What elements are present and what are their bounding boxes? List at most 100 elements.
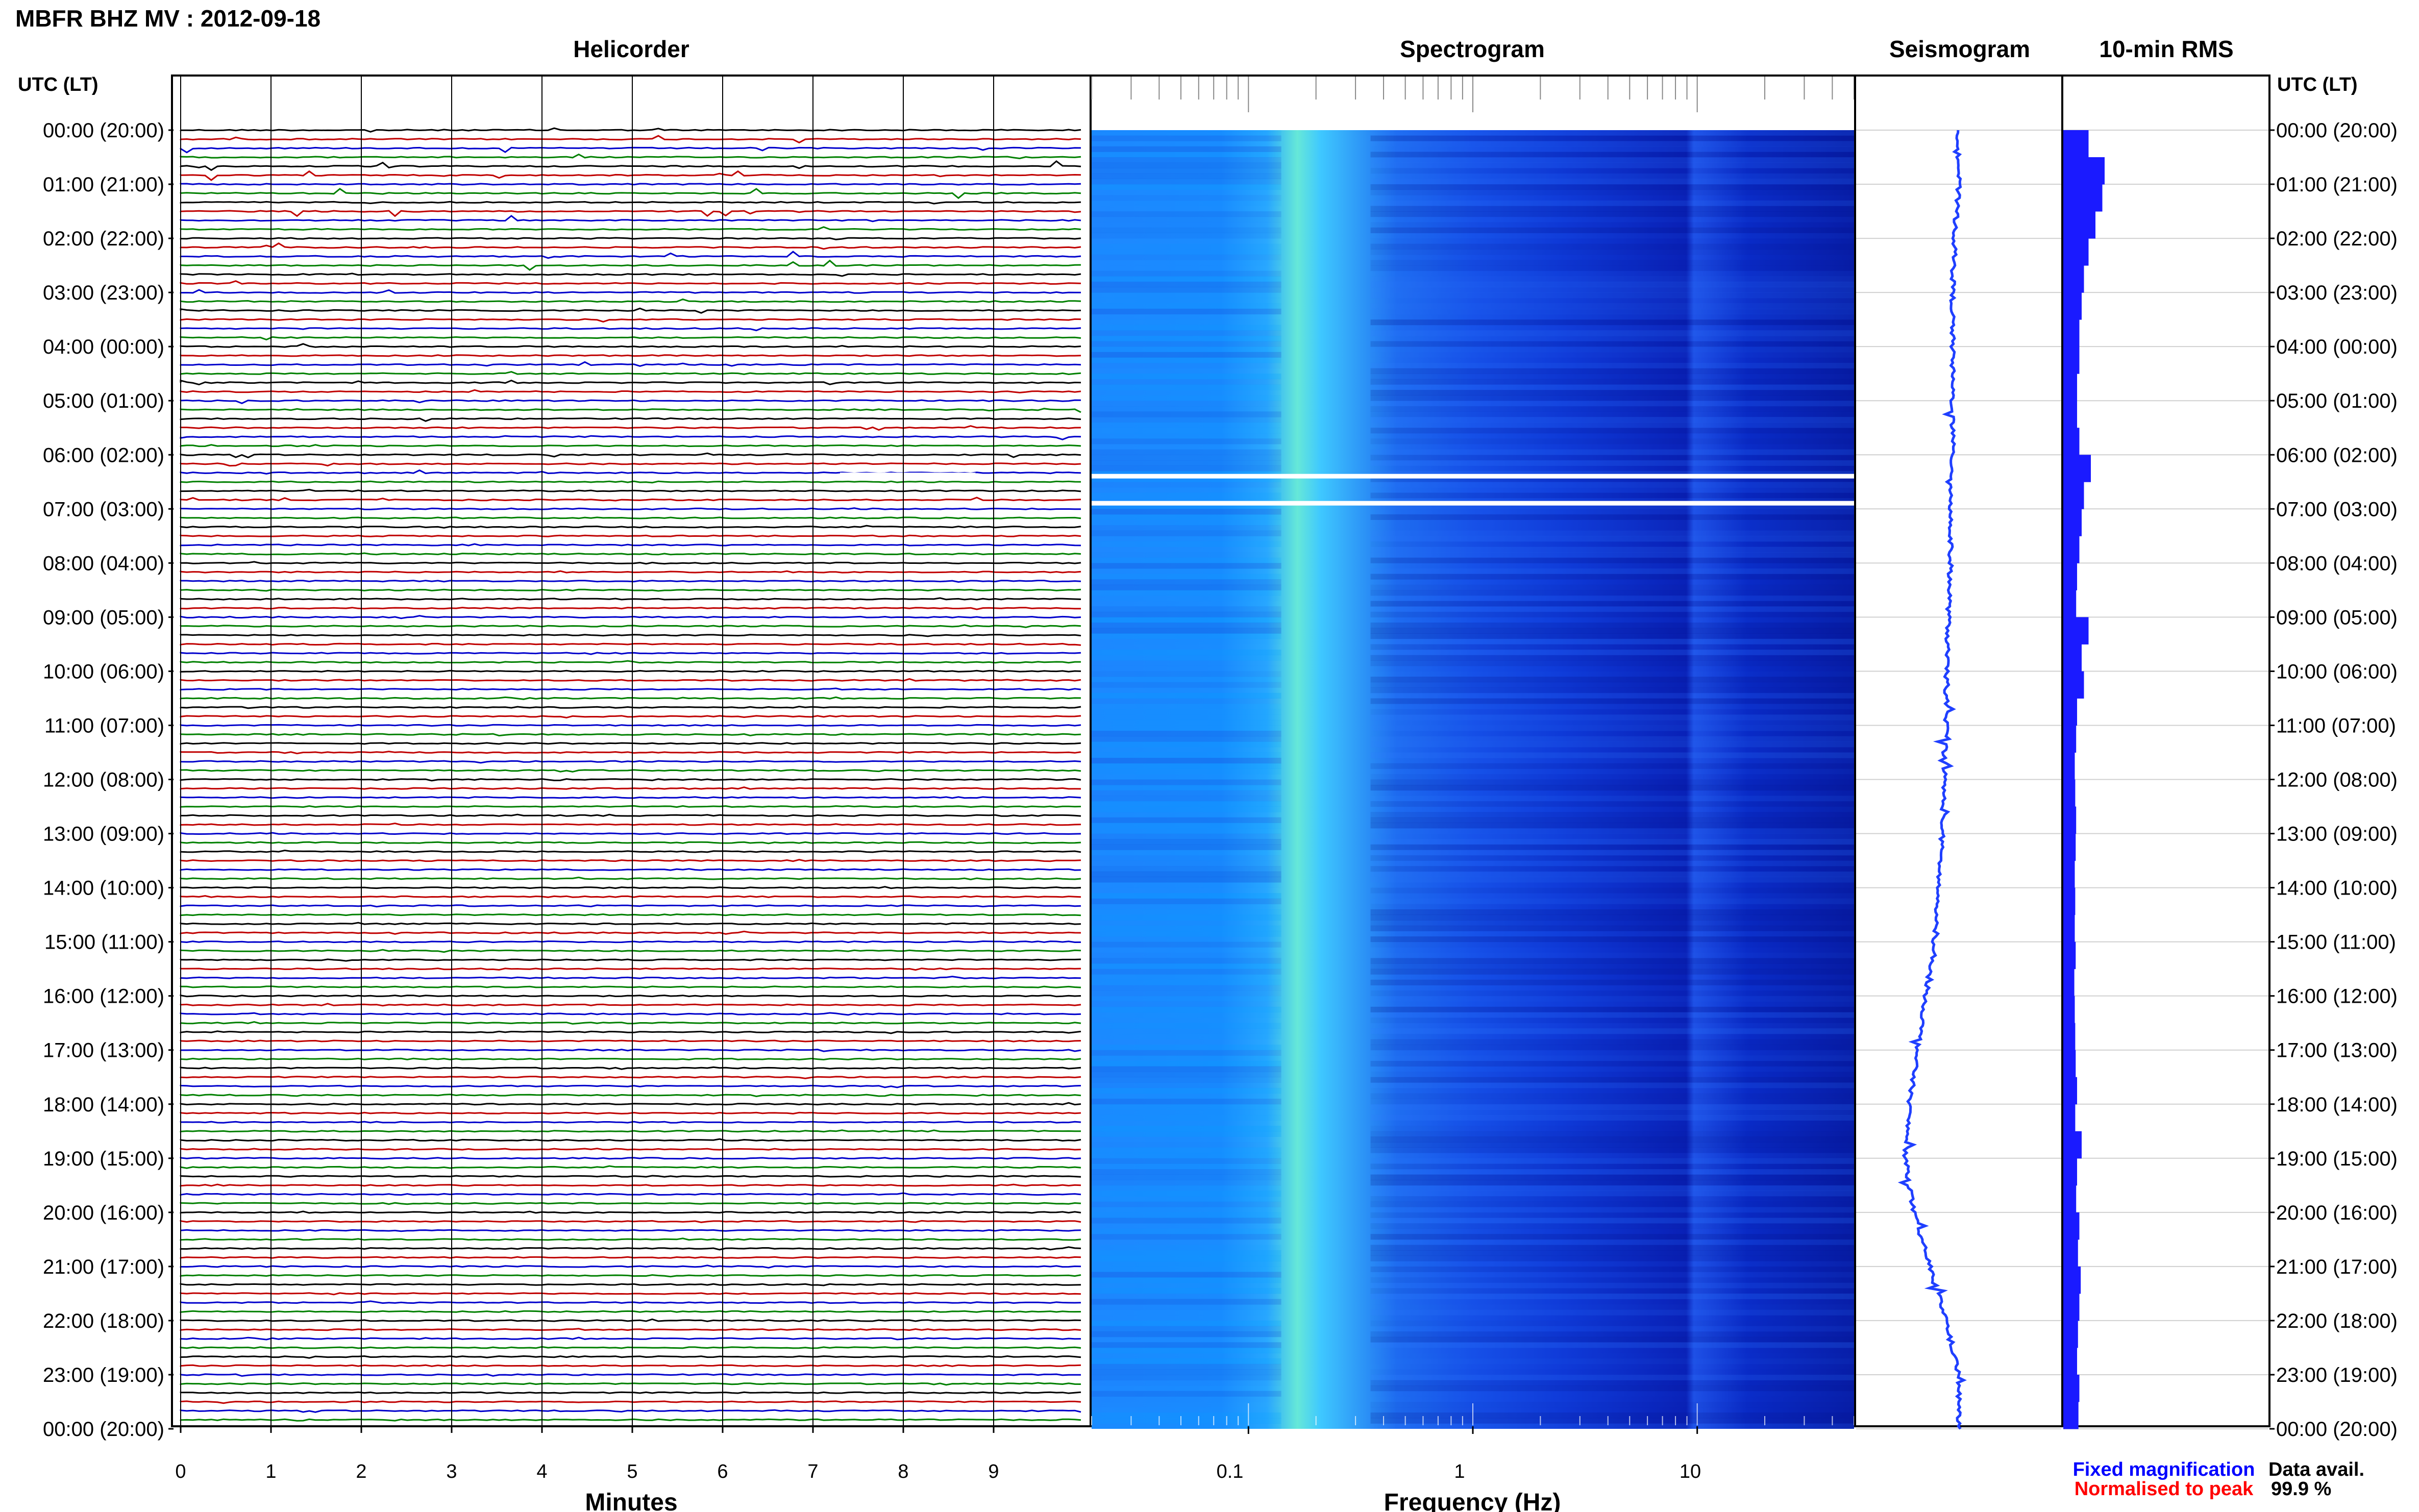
spectrogram-row-band bbox=[1370, 1336, 1854, 1343]
spectrogram-row-band bbox=[1092, 1380, 1281, 1386]
spectrogram-row-band bbox=[1370, 1077, 1854, 1083]
spectrogram-row-band bbox=[1370, 173, 1854, 179]
helicorder-trace-row bbox=[180, 1336, 1081, 1341]
spectrogram-row-band bbox=[1370, 801, 1854, 807]
helicorder-trace-row bbox=[180, 742, 1081, 745]
spectrogram-row-band bbox=[1092, 363, 1281, 368]
spectrogram-row-band bbox=[1370, 704, 1854, 710]
rms-bar bbox=[2063, 455, 2091, 482]
helicorder-trace-row bbox=[180, 687, 1081, 691]
helicorder-trace-row bbox=[180, 1210, 1081, 1214]
spectrogram-row-band bbox=[1092, 823, 1281, 829]
spectrogram-row-band bbox=[1370, 779, 1854, 785]
spectrogram-row-band bbox=[1092, 411, 1281, 417]
helicorder-trace-row bbox=[180, 480, 1081, 484]
legend-fixed-magnification: Fixed magnification bbox=[2073, 1459, 2255, 1480]
time-labels-right: 00:00 (20:00) 01:00 (21:00) 02:00 (22:00) 0… bbox=[2269, 119, 2398, 1441]
helicorder-trace-row bbox=[180, 153, 1081, 160]
spectrogram-row-band bbox=[1370, 796, 1854, 802]
spectrogram-row-band bbox=[1371, 807, 1854, 812]
spectrogram-row-band bbox=[1370, 752, 1854, 758]
spectrogram-row-band bbox=[1092, 1385, 1281, 1391]
spectrogram-row-band bbox=[1370, 785, 1854, 791]
helicorder-trace-row bbox=[180, 237, 1081, 240]
spectrogram-row-band bbox=[1092, 584, 1281, 590]
spectrogram-row-band bbox=[1370, 925, 1854, 931]
rms-bar bbox=[2063, 806, 2077, 834]
spectrogram-row-band bbox=[1370, 714, 1854, 721]
spectrogram-row-band bbox=[1370, 227, 1854, 233]
spectrogram-row-band bbox=[1092, 920, 1281, 926]
spectrogram-row-band bbox=[1370, 216, 1854, 222]
spectrogram-row-band bbox=[1370, 476, 1854, 482]
spectrogram-row-band bbox=[1370, 547, 1854, 553]
rms-bar bbox=[2063, 1050, 2076, 1078]
spectrogram-row-texture bbox=[1092, 130, 1854, 1429]
title-rms: 10-min RMS bbox=[2099, 36, 2233, 62]
spectrogram-row-band bbox=[1370, 1006, 1854, 1012]
spectrogram-row-band bbox=[1371, 617, 1854, 623]
spectrogram-row-band bbox=[1371, 790, 1854, 796]
spectrogram-row-band bbox=[1370, 823, 1854, 829]
spectrogram-row-band bbox=[1370, 866, 1854, 872]
spectrogram-row-band bbox=[1370, 1401, 1854, 1408]
spectrogram-row-band bbox=[1092, 671, 1281, 677]
spectrogram-row-band bbox=[1370, 1255, 1854, 1261]
helicorder-trace-row bbox=[180, 660, 1081, 664]
spectrogram-row-band bbox=[1092, 611, 1281, 617]
spectrogram-row-band bbox=[1370, 979, 1854, 985]
spectrogram-row-band bbox=[1370, 482, 1854, 488]
spectrogram-row-band bbox=[1370, 233, 1854, 239]
helicorder-trace-row bbox=[180, 841, 1081, 845]
spectrogram-row-band bbox=[1092, 1207, 1281, 1213]
spectrogram-row-band bbox=[1370, 611, 1854, 617]
spectrogram-row-band bbox=[1370, 633, 1854, 639]
spectrogram-row-band bbox=[1092, 1364, 1281, 1370]
spectrogram-row-band bbox=[1092, 1223, 1281, 1229]
spectrogram-row-band bbox=[1370, 519, 1854, 526]
spectrogram-row-band bbox=[1370, 741, 1854, 748]
helicorder-trace-row bbox=[180, 371, 1081, 376]
rms-bar bbox=[2063, 428, 2080, 455]
spectrogram-row-band bbox=[1092, 135, 1281, 141]
freq-tick-10: 10 bbox=[1680, 1461, 1701, 1482]
helicorder-trace-row bbox=[180, 652, 1081, 655]
time-labels-left: 00:00 (20:00) 01:00 (21:00) 02:00 (22:00) 0… bbox=[43, 119, 174, 1441]
spectrogram-data-gaps bbox=[1092, 474, 1854, 506]
helicorder-trace-row bbox=[180, 985, 1081, 988]
spectrogram-row-band bbox=[1092, 731, 1281, 737]
spectrogram-row-band bbox=[1370, 1293, 1854, 1299]
spectrogram-row-band bbox=[1370, 292, 1854, 299]
helicorder-trace-row bbox=[180, 904, 1081, 908]
helicorder-trace-row bbox=[180, 516, 1081, 519]
spectrogram-row-band bbox=[1092, 265, 1281, 271]
rms-bar bbox=[2063, 644, 2082, 672]
spectrogram-row-band bbox=[1092, 368, 1281, 374]
spectrogram-row-band bbox=[1092, 530, 1281, 536]
spectrogram-row-band bbox=[1370, 931, 1854, 937]
spectrogram-row-band bbox=[1370, 1023, 1854, 1029]
rms-bar bbox=[2063, 319, 2080, 347]
time-label-left: 20:00 (16:00) bbox=[43, 1202, 164, 1224]
spectrogram-row-band bbox=[1370, 514, 1854, 520]
spectrogram-row-band bbox=[1092, 179, 1281, 185]
time-label-right: 00:00 (20:00) bbox=[2276, 1418, 2398, 1441]
spectrogram-row-band bbox=[1370, 260, 1854, 266]
spectrogram-row-band bbox=[1092, 298, 1281, 304]
spectrogram-row-band bbox=[1092, 817, 1281, 823]
spectrogram-row-band bbox=[1370, 828, 1854, 834]
spectrogram-row-band bbox=[1092, 1245, 1281, 1251]
spectrogram-row-band bbox=[1092, 1180, 1281, 1186]
helicorder-trace-row bbox=[180, 1111, 1081, 1115]
time-label-right: 23:00 (19:00) bbox=[2276, 1364, 2398, 1386]
spectrogram-row-band bbox=[1092, 931, 1281, 937]
helicorder-trace-row bbox=[180, 670, 1081, 673]
time-label-left: 01:00 (21:00) bbox=[43, 173, 164, 196]
spectrogram-row-band bbox=[1370, 1060, 1854, 1067]
time-label-left: 07:00 (03:00) bbox=[43, 498, 164, 520]
spectrogram-row-band bbox=[1370, 682, 1854, 688]
helicorder-minute-gridlines bbox=[180, 77, 994, 1425]
helicorder-trace-row bbox=[180, 634, 1081, 637]
helicorder-trace-row bbox=[180, 868, 1081, 871]
spectrogram-row-band bbox=[1370, 1380, 1854, 1386]
